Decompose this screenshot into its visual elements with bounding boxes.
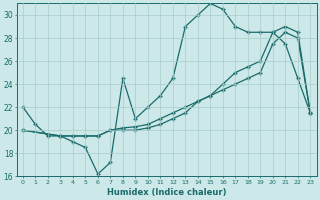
X-axis label: Humidex (Indice chaleur): Humidex (Indice chaleur) <box>107 188 226 197</box>
